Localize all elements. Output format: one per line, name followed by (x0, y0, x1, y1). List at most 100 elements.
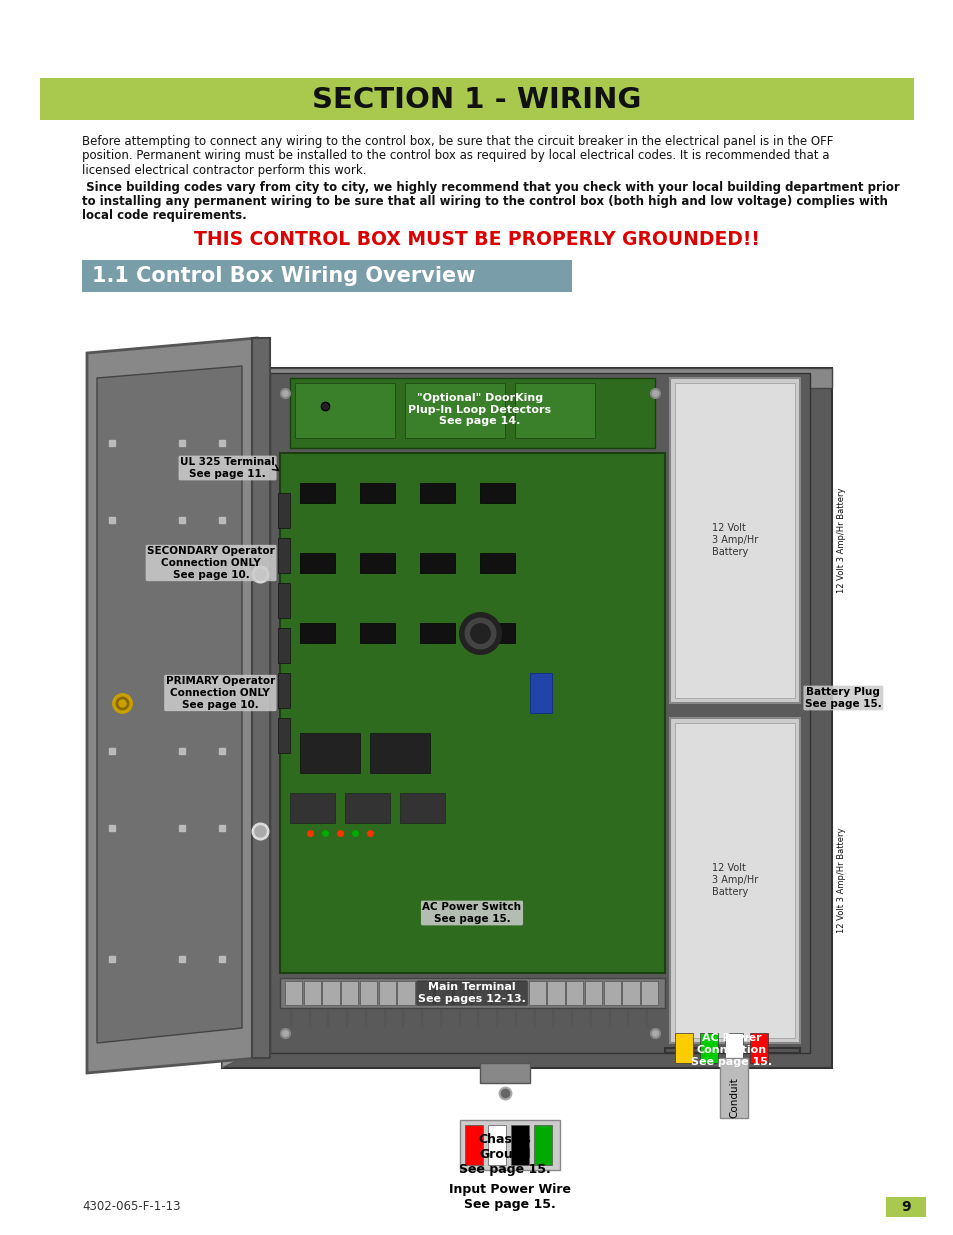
Text: local code requirements.: local code requirements. (82, 210, 247, 222)
Bar (299, 553, 335, 573)
Text: Conduit: Conduit (728, 1078, 739, 1119)
Text: Main Terminal
See pages 12-13.: Main Terminal See pages 12-13. (417, 982, 525, 1004)
Bar (277, 493, 290, 529)
Bar (416, 981, 433, 1005)
Text: AC Power
Connection
See page 15.: AC Power Connection See page 15. (691, 1034, 772, 1067)
Bar (359, 553, 395, 573)
Bar (435, 981, 452, 1005)
Bar (454, 981, 470, 1005)
Bar (290, 378, 655, 448)
Text: UL 325 Terminal
See page 11.: UL 325 Terminal See page 11. (180, 457, 274, 479)
Bar (277, 718, 290, 753)
Text: Battery Plug
See page 15.: Battery Plug See page 15. (804, 687, 881, 709)
Bar (479, 1063, 530, 1083)
Bar (675, 1032, 692, 1063)
Bar (378, 981, 395, 1005)
Text: 12 Volt 3 Amp/Hr Battery: 12 Volt 3 Amp/Hr Battery (837, 827, 845, 932)
Bar (479, 622, 515, 643)
Text: AC Power Switch
See page 15.: AC Power Switch See page 15. (422, 903, 521, 924)
Bar (547, 981, 564, 1005)
Text: Before attempting to connect any wiring to the control box, be sure that the cir: Before attempting to connect any wiring … (82, 135, 833, 148)
Text: 12 Volt 3 Amp/Hr Battery: 12 Volt 3 Amp/Hr Battery (837, 488, 845, 593)
Bar (294, 383, 395, 438)
Bar (277, 629, 290, 663)
Bar (675, 383, 794, 698)
Bar (530, 673, 552, 713)
Bar (277, 673, 290, 708)
Bar (370, 734, 430, 773)
Bar (397, 981, 415, 1005)
Bar (566, 981, 582, 1005)
Text: Chassis
Ground
See page 15.: Chassis Ground See page 15. (458, 1132, 550, 1176)
Text: 1.1 Control Box Wiring Overview: 1.1 Control Box Wiring Overview (91, 266, 475, 287)
Bar (700, 1032, 718, 1063)
Bar (479, 483, 515, 503)
Text: Input Power Wire
See page 15.: Input Power Wire See page 15. (449, 1183, 571, 1212)
Bar (345, 793, 390, 823)
Bar (669, 718, 800, 1044)
Bar (359, 483, 395, 503)
Bar (40, 78, 913, 120)
Text: Since building codes vary from city to city, we highly recommend that you check : Since building codes vary from city to c… (82, 180, 899, 194)
Bar (277, 538, 290, 573)
Bar (419, 553, 455, 573)
Bar (885, 1197, 925, 1216)
Text: 9: 9 (901, 1200, 910, 1214)
Bar (270, 373, 809, 1053)
Polygon shape (222, 368, 831, 388)
Text: to installing any permanent wiring to be sure that all wiring to the control box: to installing any permanent wiring to be… (82, 195, 887, 207)
Bar (299, 622, 335, 643)
Bar (359, 622, 395, 643)
Bar (82, 261, 572, 291)
Bar (511, 1125, 529, 1165)
Bar (459, 1120, 559, 1170)
Text: PRIMARY Operator
Connection ONLY
See page 10.: PRIMARY Operator Connection ONLY See pag… (166, 677, 274, 710)
Bar (534, 1125, 552, 1165)
Bar (720, 1058, 747, 1118)
Bar (488, 1125, 505, 1165)
Bar (222, 368, 831, 1068)
Bar (280, 453, 664, 973)
Bar (299, 483, 335, 503)
Polygon shape (222, 338, 262, 1068)
Bar (464, 1125, 482, 1165)
Bar (584, 981, 601, 1005)
Polygon shape (87, 338, 256, 1073)
Bar (285, 981, 302, 1005)
Bar (724, 1032, 742, 1063)
Bar (252, 338, 270, 1058)
Bar (675, 722, 794, 1037)
Bar (359, 981, 376, 1005)
Bar (622, 981, 639, 1005)
Bar (472, 981, 489, 1005)
Text: "Optional" DoorKing
Plup-In Loop Detectors
See page 14.: "Optional" DoorKing Plup-In Loop Detecto… (408, 393, 551, 426)
Text: 4302-065-F-1-13: 4302-065-F-1-13 (82, 1200, 180, 1214)
Bar (749, 1032, 767, 1063)
Bar (419, 483, 455, 503)
Bar (479, 553, 515, 573)
Bar (669, 378, 800, 703)
Text: licensed electrical contractor perform this work.: licensed electrical contractor perform t… (82, 164, 366, 177)
Bar (280, 978, 664, 1008)
Text: SECONDARY Operator
Connection ONLY
See page 10.: SECONDARY Operator Connection ONLY See p… (147, 546, 274, 579)
Bar (277, 583, 290, 618)
Text: 12 Volt
3 Amp/Hr
Battery: 12 Volt 3 Amp/Hr Battery (711, 524, 758, 557)
Bar (664, 1049, 800, 1053)
Bar (528, 981, 545, 1005)
Bar (399, 793, 444, 823)
Text: THIS CONTROL BOX MUST BE PROPERLY GROUNDED!!: THIS CONTROL BOX MUST BE PROPERLY GROUND… (193, 230, 760, 249)
Bar (290, 793, 335, 823)
Bar (603, 981, 620, 1005)
Text: SECTION 1 - WIRING: SECTION 1 - WIRING (312, 86, 641, 114)
Bar (510, 981, 526, 1005)
Bar (299, 734, 359, 773)
Bar (515, 383, 595, 438)
Bar (491, 981, 508, 1005)
Text: position. Permanent wiring must be installed to the control box as required by l: position. Permanent wiring must be insta… (82, 149, 828, 163)
Bar (322, 981, 339, 1005)
Bar (419, 622, 455, 643)
Bar (341, 981, 358, 1005)
Bar (405, 383, 504, 438)
Bar (640, 981, 658, 1005)
Polygon shape (97, 366, 242, 1044)
